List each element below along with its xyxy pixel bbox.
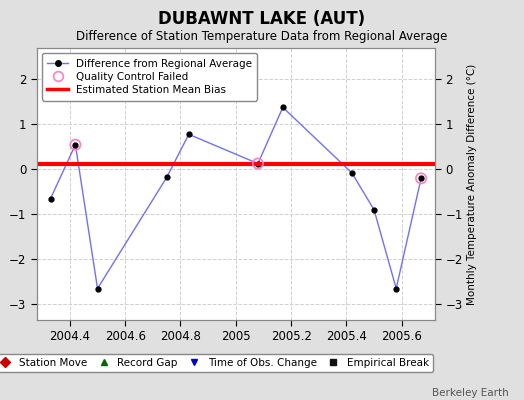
- Quality Control Failed: [417, 175, 425, 182]
- Text: DUBAWNT LAKE (AUT): DUBAWNT LAKE (AUT): [158, 10, 366, 28]
- Text: Difference of Station Temperature Data from Regional Average: Difference of Station Temperature Data f…: [77, 30, 447, 43]
- Difference from Regional Average: [163, 175, 170, 180]
- Text: Berkeley Earth: Berkeley Earth: [432, 388, 508, 398]
- Difference from Regional Average: [47, 196, 53, 201]
- Quality Control Failed: [254, 160, 262, 167]
- Difference from Regional Average: [185, 132, 192, 137]
- Difference from Regional Average: [371, 208, 377, 212]
- Y-axis label: Monthly Temperature Anomaly Difference (°C): Monthly Temperature Anomaly Difference (…: [467, 63, 477, 305]
- Legend: Station Move, Record Gap, Time of Obs. Change, Empirical Break: Station Move, Record Gap, Time of Obs. C…: [0, 354, 433, 372]
- Difference from Regional Average: [393, 286, 399, 291]
- Difference from Regional Average: [255, 161, 261, 166]
- Difference from Regional Average: [72, 142, 79, 147]
- Difference from Regional Average: [418, 176, 424, 181]
- Line: Difference from Regional Average: Difference from Regional Average: [48, 105, 423, 291]
- Quality Control Failed: [71, 142, 80, 148]
- Difference from Regional Average: [94, 286, 101, 291]
- Difference from Regional Average: [280, 105, 286, 110]
- Difference from Regional Average: [349, 170, 355, 175]
